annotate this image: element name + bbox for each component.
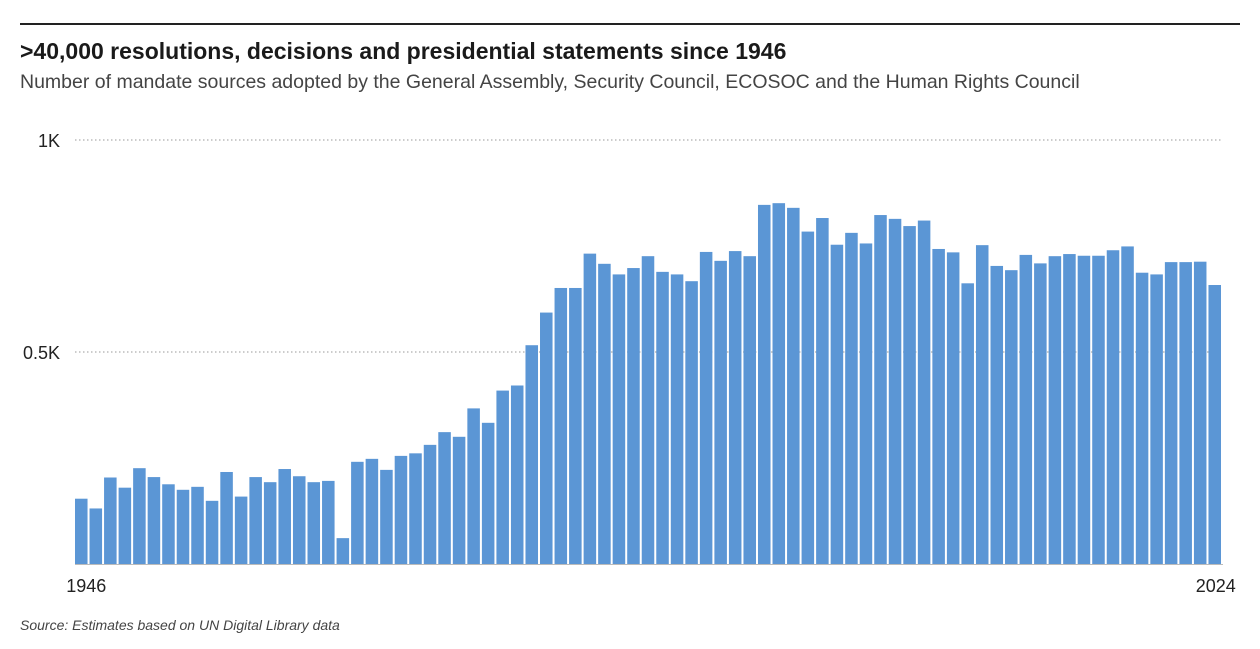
bar-2016 xyxy=(1092,255,1105,564)
bar-1970 xyxy=(423,444,437,564)
bar-1969 xyxy=(409,453,422,564)
bar-1998 xyxy=(830,244,844,564)
bar-2018 xyxy=(1121,246,1134,564)
bar-1967 xyxy=(380,469,393,564)
bar-1981 xyxy=(583,253,597,564)
bar-2019 xyxy=(1135,272,1149,564)
bar-2004 xyxy=(917,220,931,564)
y-tick-label: 0.5K xyxy=(23,343,60,363)
bar-1983 xyxy=(612,274,626,564)
y-tick-label: 1K xyxy=(38,131,60,151)
bar-1993 xyxy=(757,204,771,564)
bar-2002 xyxy=(888,218,902,564)
source-note: Source: Estimates based on UN Digital Li… xyxy=(20,617,340,633)
bar-1973 xyxy=(467,408,480,564)
bar-1954 xyxy=(191,486,204,564)
bar-1974 xyxy=(481,422,495,564)
bar-2006 xyxy=(946,252,960,565)
bar-1989 xyxy=(699,251,713,564)
bar-1991 xyxy=(728,251,742,564)
bar-1960 xyxy=(278,469,291,564)
bar-1982 xyxy=(598,263,611,564)
bar-1988 xyxy=(685,281,698,564)
bar-2000 xyxy=(859,243,873,564)
bar-1951 xyxy=(147,477,161,564)
bar-2024 xyxy=(1208,285,1221,564)
bar-2022 xyxy=(1179,262,1192,564)
bar-1946 xyxy=(75,498,88,564)
bar-2023 xyxy=(1193,261,1207,564)
bar-1965 xyxy=(351,461,364,564)
bar-1984 xyxy=(627,268,640,564)
bar-1947 xyxy=(89,508,103,564)
bar-1958 xyxy=(249,477,262,564)
bar-1961 xyxy=(292,476,306,564)
bar-1976 xyxy=(510,385,524,564)
bar-2017 xyxy=(1106,250,1120,565)
bar-1987 xyxy=(670,274,684,564)
bar-1948 xyxy=(104,477,117,564)
bar-1985 xyxy=(641,256,655,564)
bar-2010 xyxy=(1005,270,1018,564)
bar-1979 xyxy=(554,287,568,564)
top-rule xyxy=(20,23,1240,25)
bar-1949 xyxy=(118,487,132,564)
bar-2015 xyxy=(1077,255,1091,564)
bar-1997 xyxy=(816,218,829,565)
bar-1963 xyxy=(322,480,335,564)
bar-1966 xyxy=(365,458,379,564)
chart-title: >40,000 resolutions, decisions and presi… xyxy=(20,38,787,64)
bar-1990 xyxy=(714,260,727,564)
bar-2003 xyxy=(903,226,916,564)
chart-subtitle: Number of mandate sources adopted by the… xyxy=(20,71,1080,93)
bar-1953 xyxy=(176,489,190,564)
bar-1955 xyxy=(205,500,219,564)
bar-1980 xyxy=(569,287,582,564)
bar-1986 xyxy=(656,271,669,564)
bar-2021 xyxy=(1164,262,1178,564)
bar-1952 xyxy=(162,484,175,564)
bar-1975 xyxy=(496,390,509,564)
bar-2005 xyxy=(932,248,945,564)
bar-1956 xyxy=(220,471,233,564)
bar-2007 xyxy=(961,283,974,564)
bar-2008 xyxy=(975,245,989,565)
bar-1996 xyxy=(801,231,815,565)
bar-2012 xyxy=(1034,263,1047,564)
bar-2013 xyxy=(1048,256,1062,564)
bar-1992 xyxy=(743,256,756,564)
bar-1995 xyxy=(787,207,800,564)
bar-1978 xyxy=(540,312,553,564)
bar-2001 xyxy=(874,215,887,564)
bar-1968 xyxy=(394,455,408,564)
bar-2020 xyxy=(1150,274,1163,564)
bar-2011 xyxy=(1019,254,1033,565)
bar-2009 xyxy=(990,265,1004,564)
bar-1962 xyxy=(307,482,321,564)
bar-1971 xyxy=(438,432,451,564)
bar-1972 xyxy=(452,436,466,564)
bar-1999 xyxy=(845,232,858,564)
bar-1994 xyxy=(772,203,786,564)
bar-1959 xyxy=(263,482,277,564)
bar-2014 xyxy=(1063,254,1076,564)
x-tick-label: 1946 xyxy=(66,576,106,596)
bar-1957 xyxy=(234,496,248,564)
x-tick-label: 2024 xyxy=(1196,576,1236,596)
bar-1964 xyxy=(336,538,350,564)
bar-1950 xyxy=(133,468,146,564)
bar-1977 xyxy=(525,345,539,564)
